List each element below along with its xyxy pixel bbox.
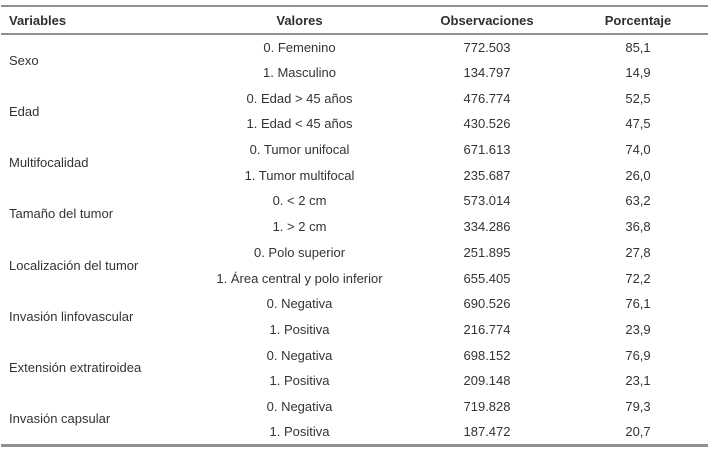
- value-cell: 0. Femenino: [263, 39, 336, 55]
- header-row: Variables Valores Observaciones Porcenta…: [1, 6, 708, 35]
- observations-cell: 573.014: [463, 193, 511, 209]
- percentage-cell: 36,8: [625, 219, 651, 235]
- header-variables: Variables: [1, 6, 193, 35]
- value-cell: 1. Tumor multifocal: [244, 167, 355, 183]
- percentage-cell: 76,9: [625, 347, 651, 363]
- header-valores: Valores: [193, 6, 406, 35]
- value-cell: 1. Edad < 45 años: [246, 116, 353, 132]
- table-row: 1. Positiva 187.472 20,7: [1, 419, 708, 445]
- percentage-cell: 63,2: [625, 193, 651, 209]
- value-cell: 1. Área central y polo inferior: [216, 270, 383, 286]
- table-row: 1. > 2 cm 334.286 36,8: [1, 214, 708, 240]
- observations-cell: 772.503: [463, 39, 511, 55]
- value-cell: 1. > 2 cm: [272, 219, 327, 235]
- percentage-cell: 79,3: [625, 398, 651, 414]
- percentage-cell: 74,0: [625, 142, 651, 158]
- value-cell: 1. Positiva: [269, 373, 330, 389]
- percentage-cell: 23,9: [625, 321, 651, 337]
- observations-cell: 719.828: [463, 398, 511, 414]
- percentage-cell: 72,2: [625, 270, 651, 286]
- variable-cell-tamano-del-tumor: Tamaño del tumor: [9, 206, 114, 222]
- percentage-cell: 20,7: [625, 423, 651, 439]
- observations-cell: 235.687: [463, 167, 511, 183]
- observations-cell: 334.286: [463, 219, 511, 235]
- header-porcentaje: Porcentaje: [568, 6, 708, 35]
- table-row: 1. Masculino 134.797 14,9: [1, 60, 708, 86]
- variable-cell-multifocalidad: Multifocalidad: [9, 154, 89, 170]
- observations-cell: 251.895: [463, 244, 511, 260]
- table-row: Localización del tumor 0. Polo superior …: [1, 240, 708, 273]
- percentage-cell: 23,1: [625, 373, 651, 389]
- table-row: Sexo 0. Femenino 772.503 85,1: [1, 34, 708, 68]
- observations-cell: 209.148: [463, 373, 511, 389]
- value-cell: 0. Tumor unifocal: [249, 142, 350, 158]
- table-row: Invasión linfovascular 0. Negativa 690.5…: [1, 291, 708, 324]
- value-cell: 1. Positiva: [269, 423, 330, 439]
- percentage-cell: 47,5: [625, 116, 651, 132]
- percentage-cell: 14,9: [625, 65, 651, 81]
- percentage-cell: 27,8: [625, 244, 651, 260]
- table-row: Tamaño del tumor 0. < 2 cm 573.014 63,2: [1, 188, 708, 221]
- observations-cell: 187.472: [463, 423, 511, 439]
- table-row: Edad 0. Edad > 45 años 476.774 52,5: [1, 85, 708, 119]
- value-cell: 0. Negativa: [266, 296, 333, 312]
- table-row: 1. Tumor multifocal 235.687 26,0: [1, 162, 708, 188]
- variable-cell-invasion-capsular: Invasión capsular: [9, 411, 111, 427]
- percentage-cell: 26,0: [625, 167, 651, 183]
- observations-cell: 216.774: [463, 321, 511, 337]
- table-row: Invasión capsular 0. Negativa 719.828 79…: [1, 394, 708, 426]
- value-cell: 0. Edad > 45 años: [246, 90, 353, 106]
- value-cell: 0. Polo superior: [253, 244, 346, 260]
- variable-cell-sexo: Sexo: [9, 52, 39, 68]
- observations-cell: 430.526: [463, 116, 511, 132]
- variable-cell-invasion-linfovascular: Invasión linfovascular: [9, 309, 134, 325]
- value-cell: 1. Positiva: [269, 321, 330, 337]
- table-row: 1. Positiva 209.148 23,1: [1, 368, 708, 394]
- observations-cell: 671.613: [463, 142, 511, 158]
- table-row: 1. Área central y polo inferior 655.405 …: [1, 265, 708, 291]
- observations-cell: 698.152: [463, 347, 511, 363]
- variables-table: Variables Valores Observaciones Porcenta…: [1, 5, 708, 447]
- header-observaciones: Observaciones: [406, 6, 568, 35]
- variable-cell-localizacion-del-tumor: Localización del tumor: [9, 257, 139, 273]
- table-row: 1. Positiva 216.774 23,9: [1, 317, 708, 343]
- table-row: Extensión extratiroidea 0. Negativa 698.…: [1, 342, 708, 376]
- observations-cell: 134.797: [463, 65, 511, 81]
- value-cell: 0. Negativa: [266, 398, 333, 414]
- value-cell: 0. Negativa: [266, 347, 333, 363]
- variable-cell-extension-extratiroidea: Extensión extratiroidea: [9, 360, 142, 376]
- percentage-cell: 76,1: [625, 296, 651, 312]
- percentage-cell: 85,1: [625, 39, 651, 55]
- value-cell: 0. < 2 cm: [272, 193, 327, 209]
- value-cell: 1. Masculino: [263, 65, 336, 81]
- observations-cell: 476.774: [463, 90, 511, 106]
- table-row: Multifocalidad 0. Tumor unifocal 671.613…: [1, 137, 708, 170]
- variable-cell-edad: Edad: [9, 103, 40, 119]
- percentage-cell: 52,5: [625, 90, 651, 106]
- observations-cell: 655.405: [463, 270, 511, 286]
- observations-cell: 690.526: [463, 296, 511, 312]
- table-row: 1. Edad < 45 años 430.526 47,5: [1, 111, 708, 137]
